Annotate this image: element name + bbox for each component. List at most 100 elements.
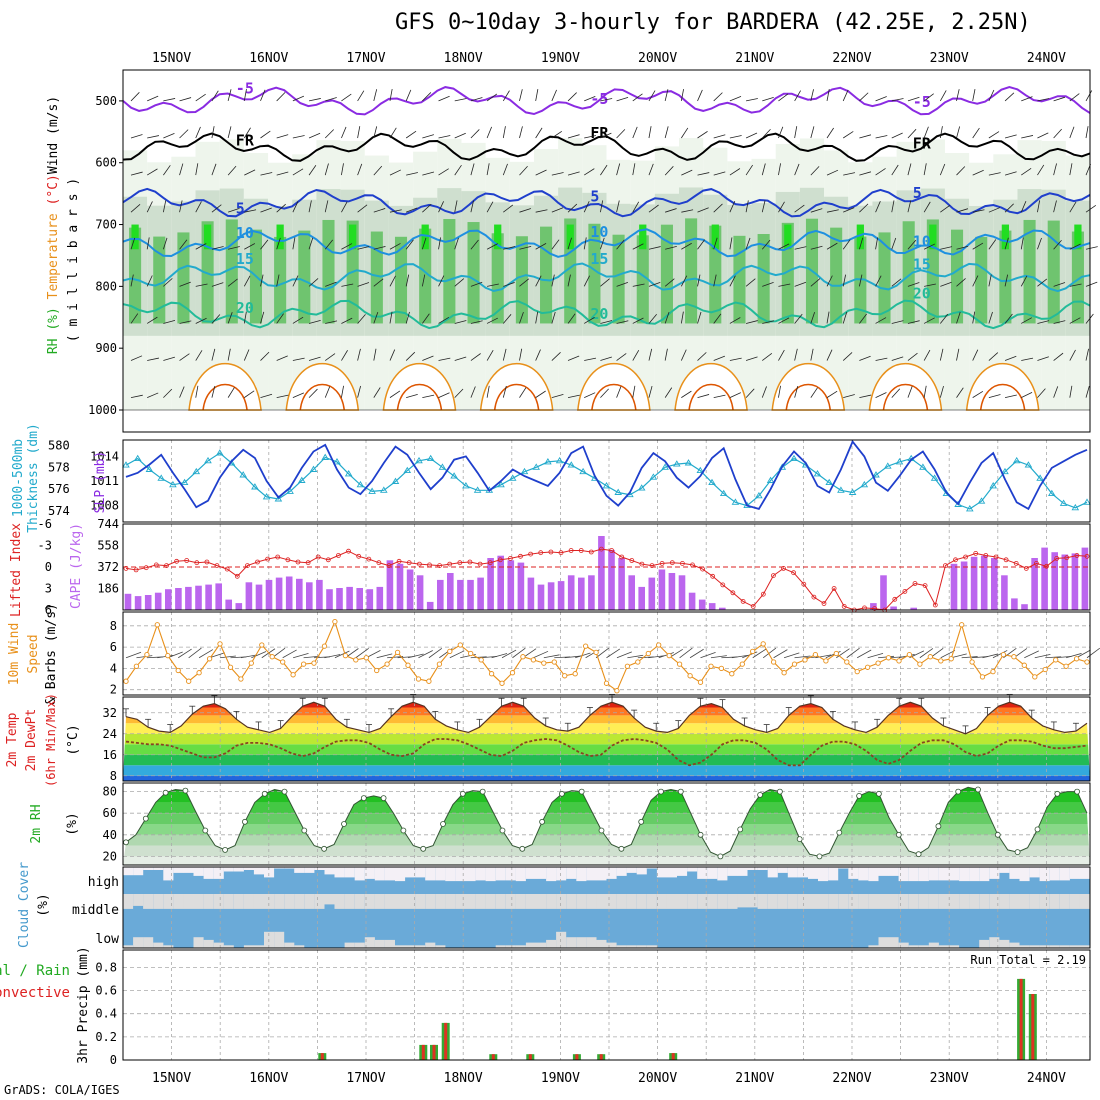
cloud-cell [415, 867, 426, 878]
cloud-cell [284, 942, 295, 948]
wind-barb [939, 163, 946, 176]
thickness-point [356, 480, 365, 488]
wind-barb [826, 169, 839, 176]
cloud-cell [334, 867, 345, 878]
wind-barb [227, 126, 232, 139]
cloud-cell [999, 867, 1010, 873]
wind-barb [907, 386, 913, 398]
wind-speed-point [562, 673, 568, 679]
wind-barb [157, 655, 174, 659]
wind-barb [211, 204, 222, 213]
li-point [305, 560, 311, 566]
wind-barb [648, 655, 665, 659]
wind-barb [195, 126, 201, 139]
wind-barb [227, 312, 233, 324]
wind-barb [923, 349, 931, 361]
wind-barb [923, 317, 935, 324]
wind-barb [293, 652, 309, 659]
wind-barb [1053, 200, 1057, 213]
cloud-cell [485, 894, 496, 909]
wind-barb [211, 385, 216, 398]
date-label-top: 23NOV [930, 51, 969, 66]
wind-barb [438, 392, 450, 399]
cloud-cell [707, 867, 718, 879]
warm-hump-inner [591, 383, 637, 411]
li-point [953, 557, 958, 563]
warm-hump-inner [785, 383, 832, 411]
cloud-cell [364, 867, 375, 879]
wind-barb [422, 394, 435, 399]
wind-barb [308, 320, 321, 324]
cloud-cell [938, 867, 949, 881]
li-point [295, 559, 301, 565]
rh-cell [588, 223, 601, 324]
cloud-cell [505, 894, 516, 909]
rh-cell [540, 226, 553, 324]
wind-speed-point [300, 661, 307, 667]
rh-point [420, 845, 427, 852]
wind-barb [486, 385, 490, 398]
wind-barb [551, 351, 561, 361]
thickness-point [286, 487, 294, 494]
cape-bar [578, 577, 585, 610]
wind-barb [875, 96, 887, 102]
wind-barb [535, 242, 547, 250]
thickness-point [766, 476, 775, 483]
wind-frame [122, 611, 1091, 696]
wind-speed-point [1011, 654, 1017, 660]
cape-bar [880, 575, 887, 610]
li-point [730, 590, 736, 596]
li-point [680, 561, 685, 566]
cloud-cell [455, 894, 466, 909]
li-point [255, 559, 260, 565]
wind-barb [1069, 93, 1080, 102]
cape-bar [467, 579, 474, 610]
wind-barb [940, 204, 951, 213]
thick-ylabel-2: Thickness (dm) [26, 423, 41, 533]
cloud-cell [787, 867, 798, 878]
wind-barb [519, 208, 532, 213]
rh-band [123, 824, 1090, 835]
cloud-cell [173, 867, 184, 873]
wind-speed-point [426, 678, 432, 684]
wind-barb [422, 171, 435, 176]
cape-bar [668, 573, 676, 610]
wind-speed-point [468, 650, 474, 657]
cloud-cell [818, 894, 829, 909]
wind-barb [1020, 200, 1027, 213]
li-point [649, 563, 655, 568]
rh-hgrid: 20 40 60 80 [103, 785, 1090, 863]
cloud-cell [556, 931, 567, 948]
rh-frame [122, 782, 1091, 866]
wind-barb [778, 283, 791, 287]
rh-band [123, 787, 1090, 792]
thickness-point [1048, 489, 1056, 497]
wind-barb [219, 655, 236, 659]
wind-barb [405, 130, 417, 139]
wind-barb [810, 348, 814, 361]
li-point [1013, 561, 1019, 566]
li-point [416, 561, 422, 567]
cloud-cell [989, 867, 1000, 879]
wind-barb [308, 165, 317, 176]
li-point [427, 562, 432, 568]
cloud-cell [626, 867, 637, 873]
wind-barb [292, 357, 305, 361]
wind-barb [842, 239, 851, 250]
wind-barb [519, 246, 532, 250]
cloud-cell [536, 942, 547, 948]
cloud-cell [435, 867, 446, 881]
temp-band [123, 775, 1090, 781]
ytick-label-left: 580 [48, 438, 70, 452]
cloud-cell [717, 894, 728, 909]
cloud-cells [123, 867, 1090, 948]
cloud-cell [243, 945, 254, 948]
rh-point [142, 815, 149, 822]
wind-barb [713, 355, 726, 361]
wind-speed-point [478, 657, 484, 663]
wind-barb [146, 275, 153, 287]
wind-barb [491, 653, 508, 659]
wind-speed-point [123, 678, 129, 684]
wind-barb [1037, 278, 1048, 287]
cloud-cell [1049, 945, 1060, 948]
